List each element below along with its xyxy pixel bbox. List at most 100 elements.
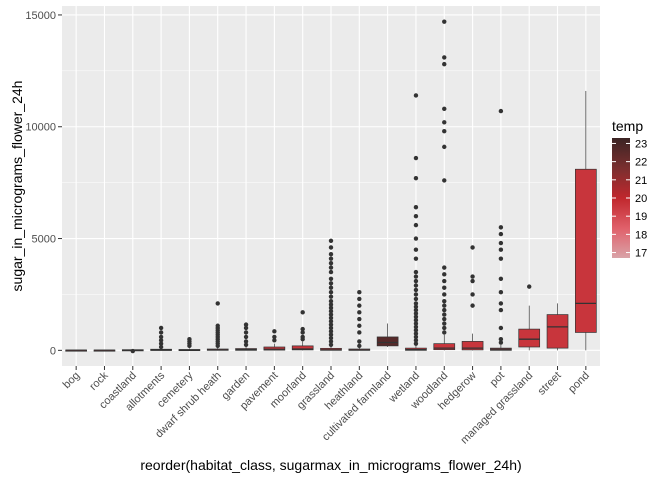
legend-colorbar: [612, 138, 630, 258]
outlier-point: [328, 335, 334, 341]
outlier-point: [357, 330, 362, 335]
boxplot-garden: [235, 322, 257, 351]
legend-label: 20: [635, 193, 647, 205]
outlier-point: [498, 108, 504, 114]
outlier-point: [498, 325, 504, 331]
boxplot-hedgerow: [461, 245, 484, 351]
x-tick-label: street: [536, 370, 564, 398]
boxplot-grassland: [320, 238, 342, 351]
outlier-point: [272, 338, 277, 343]
outlier-point: [243, 330, 249, 335]
outlier-point: [413, 341, 419, 346]
outlier-point: [442, 330, 447, 335]
boxplot-cemetery: [178, 336, 201, 352]
outlier-point: [328, 281, 334, 286]
outlier-point: [243, 322, 249, 327]
outlier-point: [442, 19, 447, 24]
outlier-point: [130, 348, 135, 354]
x-tick-label: rock: [87, 369, 111, 393]
box: [546, 314, 569, 349]
outlier-point: [187, 336, 192, 342]
outlier-point: [413, 324, 419, 330]
boxplot-allotments: [150, 325, 172, 351]
boxplot-pot: [490, 108, 512, 351]
outlier-point: [498, 301, 504, 306]
outlier-point: [328, 319, 334, 324]
y-tick-label: 15000: [25, 10, 56, 22]
outlier-point: [357, 323, 362, 328]
outlier-point: [357, 290, 362, 295]
boxplot-pavement: [263, 329, 286, 351]
outlier-point: [413, 334, 419, 340]
boxplot-street: [546, 303, 569, 351]
outlier-point: [498, 225, 504, 230]
y-axis-title: sugar_in_micrograms_flower_24h: [9, 81, 25, 292]
outlier-point: [328, 285, 334, 290]
outlier-point: [527, 284, 532, 289]
outlier-point: [442, 312, 447, 317]
outlier-point: [413, 301, 419, 306]
outlier-point: [498, 247, 504, 252]
outlier-point: [413, 93, 419, 98]
boxplots: [65, 19, 597, 354]
outlier-point: [498, 290, 504, 295]
outlier-point: [243, 339, 249, 344]
box: [575, 168, 597, 333]
outlier-point: [413, 296, 419, 302]
outlier-point: [328, 265, 334, 270]
y-tick-label: 5000: [32, 234, 56, 246]
boxplot-wetland: [405, 93, 427, 351]
x-tick-label: pond: [566, 370, 592, 396]
outlier-point: [442, 292, 447, 297]
outlier-point: [413, 287, 419, 293]
legend-label: 18: [635, 229, 647, 241]
outlier-point: [328, 290, 334, 295]
box: [433, 343, 456, 351]
outlier-point: [413, 321, 419, 326]
x-axis-title: reorder(habitat_class, sugarmax_in_micro…: [140, 457, 521, 473]
outlier-point: [442, 285, 447, 290]
outlier-point: [442, 120, 447, 125]
outlier-point: [442, 106, 447, 112]
outlier-point: [328, 245, 334, 250]
outlier-point: [328, 312, 334, 317]
outlier-point: [328, 238, 334, 243]
outlier-point: [498, 307, 504, 313]
outlier-point: [357, 310, 362, 315]
boxplot-moorland: [291, 310, 314, 351]
outlier-point: [328, 276, 334, 281]
outlier-point: [272, 329, 277, 334]
legend-label: 19: [635, 211, 647, 223]
outlier-point: [215, 323, 220, 328]
legend-label: 17: [635, 248, 647, 260]
outlier-point: [328, 260, 334, 266]
y-axis: 0 5000 10000 15000: [25, 10, 62, 357]
outlier-point: [442, 321, 447, 326]
outlier-point: [413, 338, 419, 343]
outlier-point: [158, 344, 164, 350]
boxplot-managed-grassland: [518, 284, 541, 351]
y-tick-label: 0: [50, 345, 56, 357]
outlier-point: [357, 296, 362, 302]
legend: temp 23 22 21 20 19 18 17: [612, 118, 647, 260]
x-axis: bog rockcoastlandallotmentscemeterydwarf …: [61, 366, 592, 446]
outlier-point: [243, 325, 249, 331]
outlier-point: [470, 292, 475, 297]
outlier-point: [442, 307, 447, 313]
outlier-point: [498, 256, 504, 261]
outlier-point: [470, 278, 475, 284]
outlier-point: [328, 305, 334, 311]
outlier-point: [328, 322, 334, 327]
outlier-point: [442, 278, 447, 284]
box: [518, 328, 541, 348]
outlier-point: [215, 301, 220, 306]
outlier-point: [300, 330, 305, 335]
legend-label: 21: [635, 175, 647, 187]
outlier-point: [328, 315, 334, 321]
outlier-point: [413, 236, 419, 241]
outlier-point: [442, 298, 447, 304]
outlier-point: [413, 175, 419, 181]
outlier-point: [442, 272, 447, 277]
boxplot-cultivated-farmland: [376, 323, 399, 347]
